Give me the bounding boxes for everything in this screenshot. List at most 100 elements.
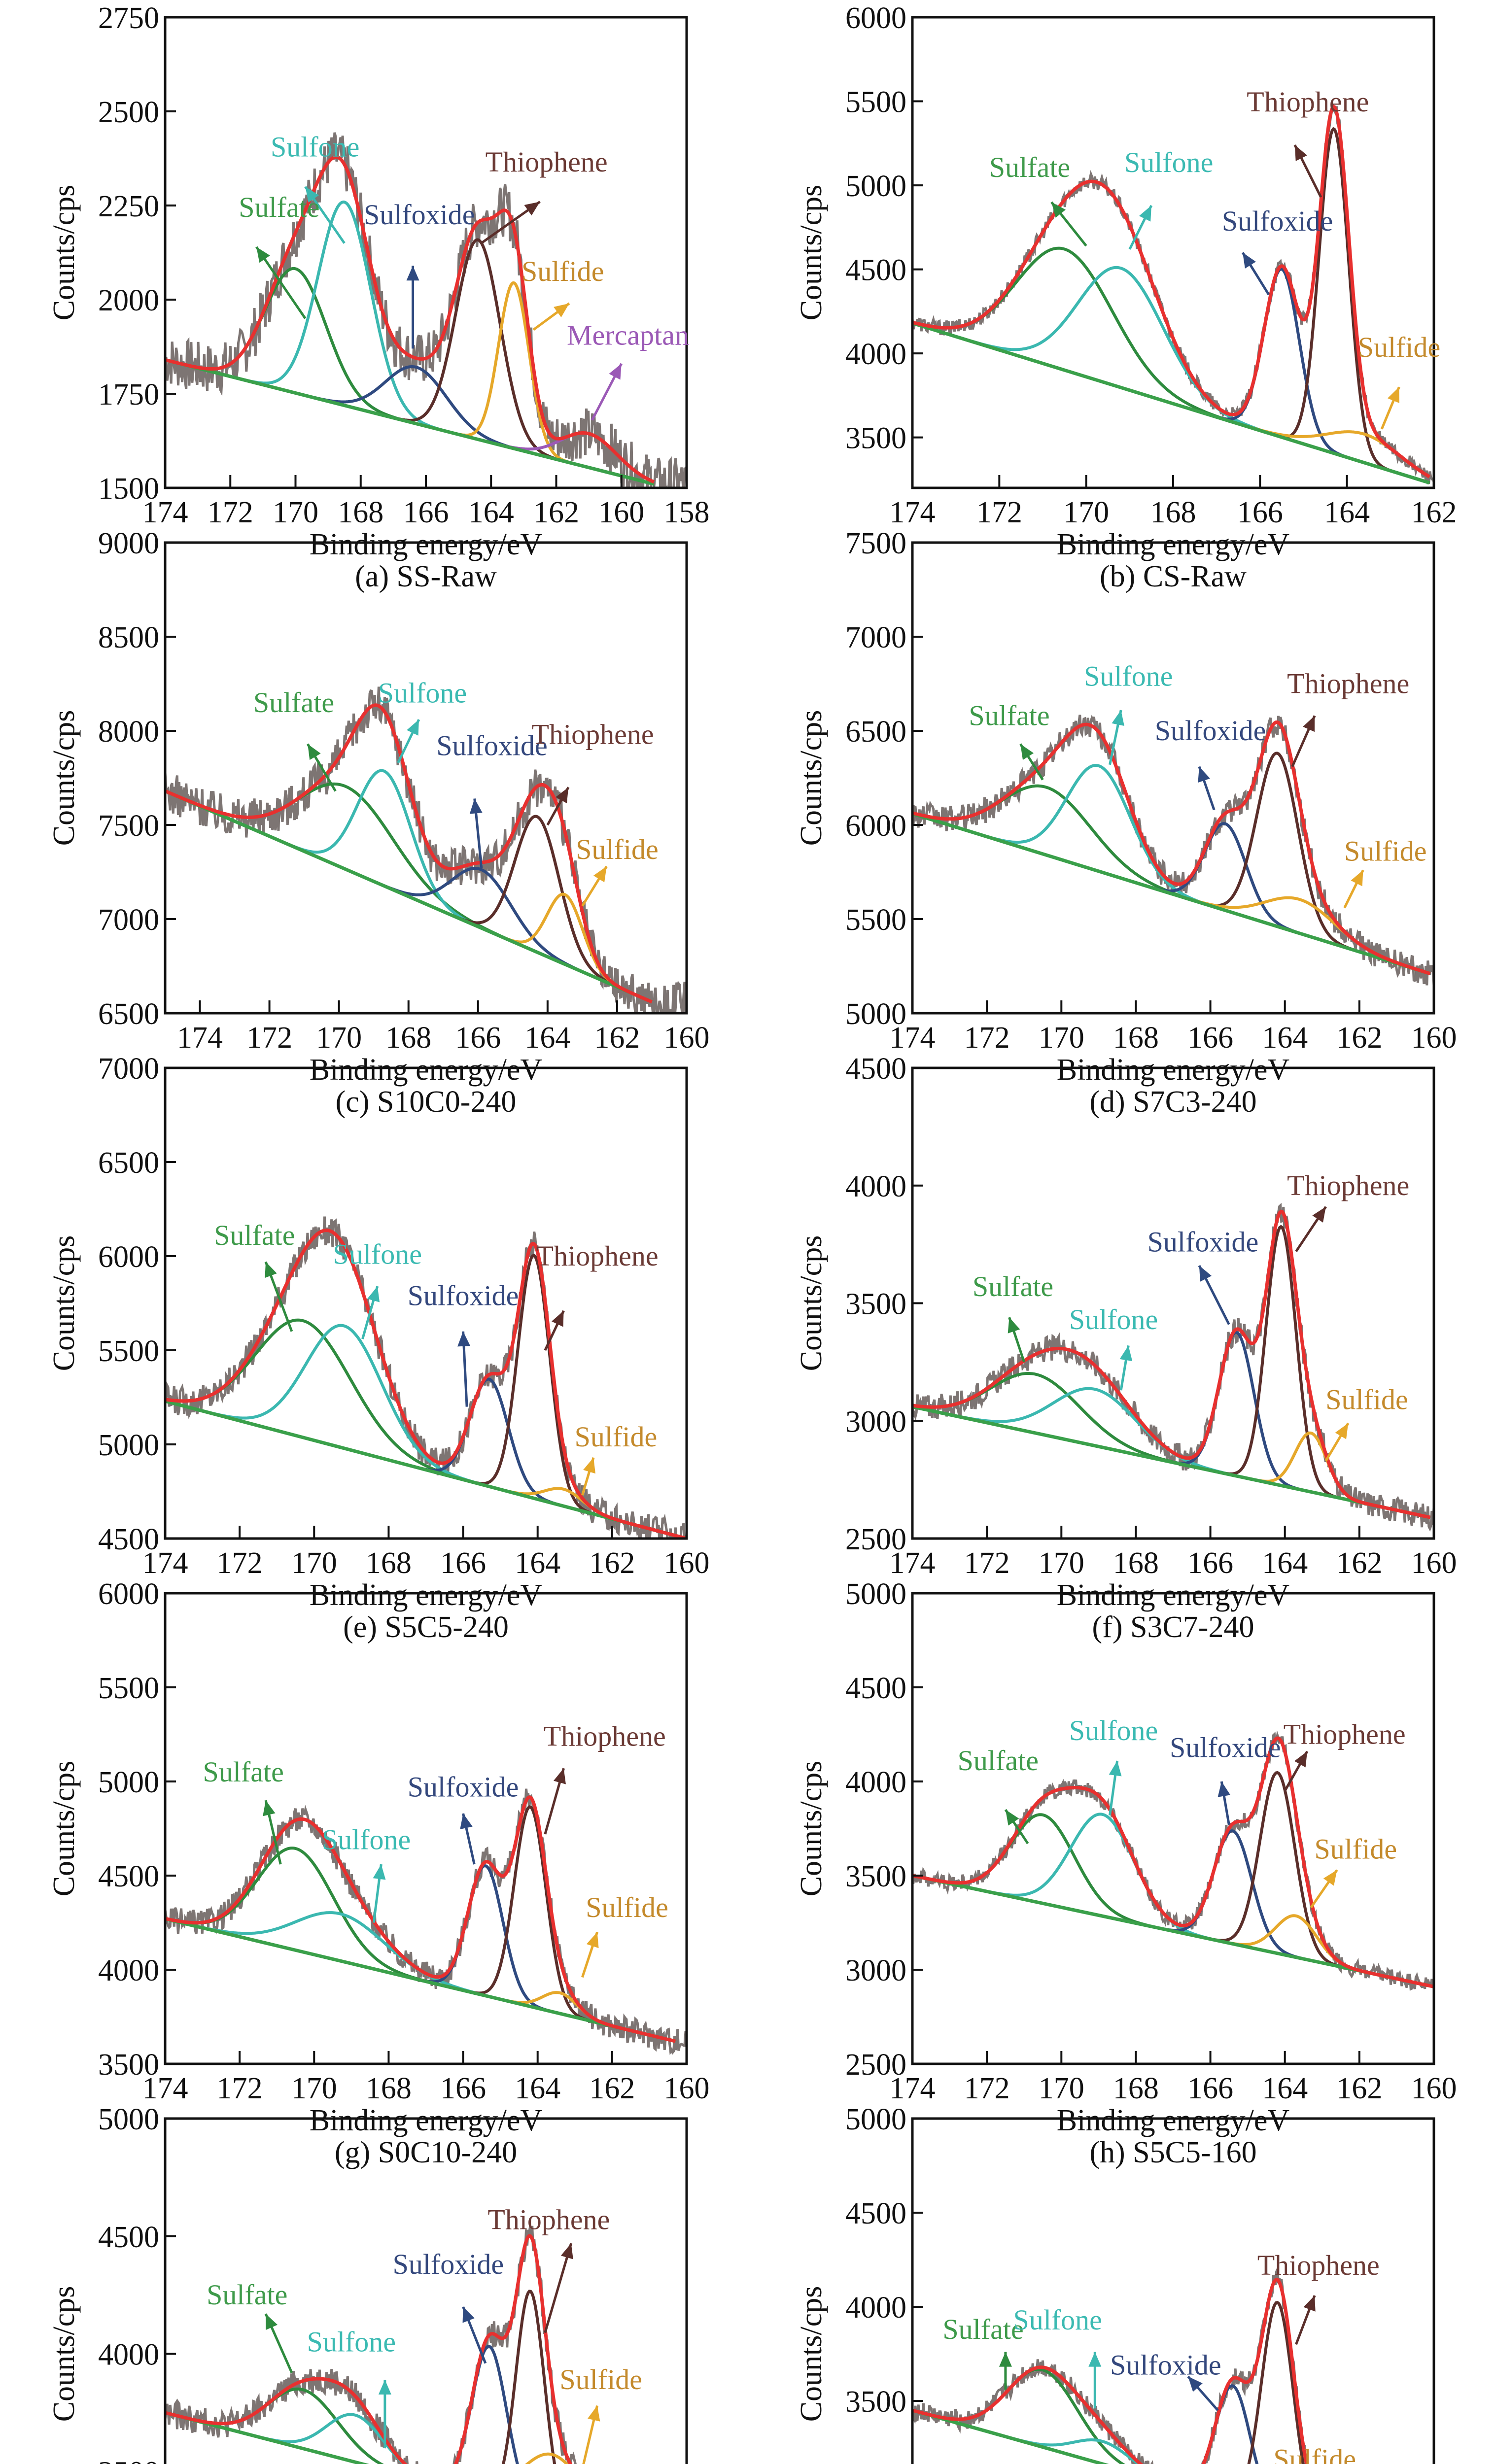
xps-panel-j: 1741721701681661641621602500300035004000… [747, 2101, 1495, 2464]
y-axis-title: Counts/cps [795, 1235, 828, 1371]
x-tick-label: 158 [664, 496, 710, 529]
panel-caption: (a) SS-Raw [355, 560, 497, 593]
annotation-sulfone: Sulfone [1069, 1714, 1158, 1816]
y-axis-title: Counts/cps [47, 2286, 81, 2422]
y-tick-label: 4000 [98, 1954, 159, 1987]
arrow-head-icon [407, 719, 419, 736]
y-tick-label: 5500 [98, 1335, 159, 1368]
arrow-head-icon [586, 1932, 599, 1949]
annotation-sulfate: Sulfate [969, 700, 1050, 781]
component-label: Sulfide [1315, 1833, 1397, 1865]
x-tick-label: 160 [664, 2072, 710, 2105]
envelope-fit-line [165, 2233, 573, 2464]
y-tick-label: 4500 [845, 1052, 906, 1086]
x-tick-label: 164 [1324, 496, 1370, 529]
annotation-sulfide: Sulfide [559, 2363, 642, 2464]
component-label: Sulfone [307, 2326, 396, 2358]
envelope-fit-line [912, 720, 1431, 976]
x-tick-label: 162 [533, 496, 579, 529]
x-tick-label: 172 [976, 496, 1022, 529]
chart-svg: 174 172 170 168 166 164 162 3500 4000 4500 5000 550… [795, 1, 1457, 593]
chart-svg: 174 172 170 168 166 164 162 160 6500 7000 7500 8000… [47, 527, 710, 1119]
annotation-sulfate: Sulfate [958, 1745, 1039, 1845]
component-label: Sulfide [586, 1891, 668, 1923]
envelope-fit-line [165, 1229, 687, 1539]
arrow-head-icon [469, 798, 483, 814]
arrow-head-icon [1020, 744, 1034, 760]
plot-frame [911, 2117, 1435, 2464]
plot-area [912, 1202, 1434, 1532]
annotation-sulfone: Sulfone [307, 2326, 396, 2448]
annotation-thiophene: Thiophene [536, 1240, 659, 1351]
annotation-sulfone: Sulfone [1084, 660, 1173, 765]
arrow-head-icon [1109, 1760, 1122, 1777]
xps-panel-h: 174 172 170 168 166 164 162 160 2500 3000 3500 4000… [747, 1576, 1495, 2169]
x-tick-label: 174 [890, 2072, 936, 2105]
component-label: Sulfone [1084, 660, 1173, 692]
arrow-head-icon [1005, 1810, 1019, 1826]
y-tick-label: 7000 [845, 621, 906, 654]
annotation-sulfoxide: Sulfoxide [1155, 715, 1266, 811]
component-label: Thiophene [486, 146, 608, 178]
x-tick-label: 162 [594, 1021, 640, 1055]
x-axis-title: Binding energy/eV [1057, 1053, 1290, 1087]
arrow-head-icon [256, 247, 270, 263]
arrow-head-icon [556, 787, 569, 804]
plot-frame [164, 1592, 688, 2065]
x-tick-label: 168 [385, 1021, 431, 1055]
raw-spectrum-line [165, 2225, 577, 2464]
y-tick-label: 6500 [98, 1146, 159, 1180]
y-tick-label: 2500 [98, 96, 159, 129]
x-tick-label: 174 [177, 1021, 223, 1055]
plot-frame [164, 541, 688, 1015]
y-tick-label: 4000 [845, 2291, 906, 2325]
component-label: Sulfone [1069, 1303, 1158, 1335]
x-tick-label: 168 [366, 2072, 412, 2105]
annotation-sulfate: Sulfate [203, 1756, 284, 1865]
y-tick-label: 6000 [98, 1240, 159, 1274]
x-tick-label: 174 [890, 1546, 936, 1580]
x-tick-label: 172 [964, 1546, 1010, 1580]
annotation-sulfoxide: Sulfoxide [408, 1279, 519, 1407]
y-tick-label: 2500 [845, 1523, 906, 1556]
x-tick-label: 164 [515, 1546, 560, 1580]
annotation-sulfoxide: Sulfoxide [408, 1771, 519, 1865]
x-tick-label: 166 [455, 1021, 501, 1055]
annotation-thiophene: Thiophene [1257, 2249, 1380, 2345]
x-tick-label: 174 [142, 496, 188, 529]
xps-panel-g: 174 172 170 168 166 164 162 160 3500 4000 4500 5000… [0, 1576, 747, 2169]
x-tick-label: 160 [1411, 2072, 1457, 2105]
xps-panel-f: 174 172 170 168 166 164 162 160 2500 3000 3500 4000… [747, 1051, 1495, 1644]
arrow-head-icon [554, 303, 569, 317]
panel-caption: (f) S3C7-240 [1092, 1610, 1254, 1644]
component-label: Sulfide [1344, 835, 1427, 867]
annotation-sulfide: Sulfide [1358, 331, 1440, 430]
annotation-sulfide: Sulfide [581, 1891, 668, 1978]
arrow-head-icon [593, 866, 607, 883]
x-tick-label: 170 [316, 1021, 362, 1055]
background-line [912, 1874, 1434, 1988]
x-tick-label: 164 [515, 2072, 560, 2105]
y-tick-label: 3500 [845, 422, 906, 455]
raw-spectrum-line [165, 686, 687, 1013]
raw-spectrum-line [912, 2264, 1307, 2464]
x-tick-label: 172 [964, 2072, 1010, 2105]
annotation-thiophene: Thiophene [480, 146, 608, 244]
background-line [165, 1917, 676, 2043]
arrow-head-icon [378, 2380, 391, 2395]
x-tick-label: 170 [1063, 496, 1109, 529]
x-tick-label: 162 [1336, 2072, 1382, 2105]
y-tick-label: 5000 [845, 997, 906, 1031]
plot-area [912, 2264, 1309, 2464]
x-tick-label: 172 [217, 2072, 263, 2105]
arrow-head-icon [367, 1286, 380, 1302]
component-label: Sulfide [522, 255, 604, 287]
y-tick-label: 5000 [845, 1577, 906, 1611]
arrow-head-icon [1198, 766, 1210, 783]
y-tick-label: 1750 [98, 378, 159, 411]
y-tick-label: 6000 [845, 809, 906, 843]
envelope-fit-line [912, 2277, 1309, 2464]
arrow-head-icon [553, 1768, 566, 1784]
y-tick-label: 5500 [845, 86, 906, 119]
x-tick-label: 168 [1150, 496, 1196, 529]
